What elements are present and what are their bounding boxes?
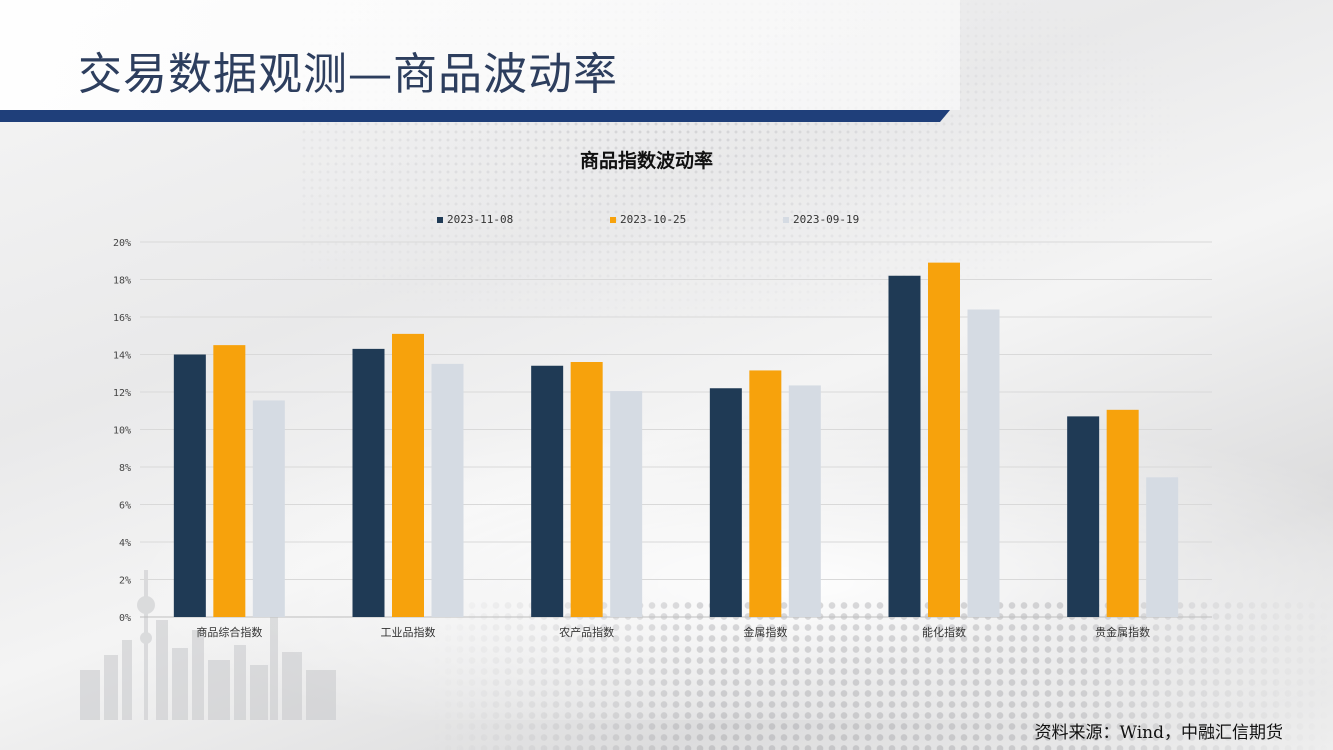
x-tick-label: 贵金属指数 bbox=[1095, 625, 1150, 639]
legend-swatch-series-3 bbox=[783, 216, 789, 223]
bar-series-3 bbox=[1146, 477, 1179, 617]
source-note: 资料来源：Wind，中融汇信期货 bbox=[1034, 723, 1283, 743]
bar-series-1 bbox=[888, 275, 921, 617]
bar-series-2 bbox=[213, 345, 246, 617]
legend-label-series-1: 2023-11-08 bbox=[447, 213, 514, 226]
x-tick-label: 能化指数 bbox=[922, 625, 966, 639]
legend-item-series-3: 2023-09-19 bbox=[783, 213, 859, 226]
y-tick-label: 2% bbox=[119, 576, 131, 587]
bar-series-2 bbox=[928, 262, 960, 617]
y-tick-label: 18% bbox=[113, 276, 131, 287]
title-underline-bar bbox=[0, 110, 950, 122]
bar-series-2 bbox=[1106, 409, 1139, 617]
y-tick-label: 14% bbox=[113, 351, 131, 362]
bar-series-2 bbox=[749, 370, 782, 617]
legend-swatch-series-2 bbox=[610, 216, 616, 223]
bar-series-1 bbox=[531, 365, 564, 617]
bar-series-1 bbox=[352, 348, 385, 617]
y-tick-label: 0% bbox=[119, 613, 131, 624]
header-band bbox=[0, 0, 960, 110]
x-tick-label: 金属指数 bbox=[743, 625, 787, 639]
bar-series-2 bbox=[392, 333, 424, 617]
y-tick-label: 12% bbox=[113, 388, 131, 399]
chart-title: 商品指数波动率 bbox=[579, 150, 713, 172]
y-tick-label: 8% bbox=[119, 463, 131, 474]
x-tick-label: 农产品指数 bbox=[559, 625, 614, 639]
bar-series-3 bbox=[431, 363, 464, 617]
y-tick-label: 4% bbox=[119, 538, 131, 549]
y-tick-label: 6% bbox=[119, 501, 131, 512]
hexagon-pattern bbox=[430, 600, 1333, 750]
bar-series-2 bbox=[570, 362, 603, 617]
chart-legend: 2023-11-08 2023-10-25 2023-09-19 bbox=[0, 213, 1333, 233]
y-tick-label: 16% bbox=[113, 313, 131, 324]
bar-series-3 bbox=[610, 391, 643, 617]
bar-series-1 bbox=[173, 354, 206, 617]
y-tick-label: 10% bbox=[113, 426, 131, 437]
legend-label-series-2: 2023-10-25 bbox=[620, 213, 687, 226]
page-title: 交易数据观测—商品波动率 bbox=[78, 49, 618, 100]
legend-swatch-series-1 bbox=[437, 216, 443, 223]
legend-label-series-3: 2023-09-19 bbox=[793, 213, 860, 226]
bar-series-3 bbox=[788, 385, 821, 617]
legend-item-series-1: 2023-11-08 bbox=[437, 213, 513, 226]
y-tick-label: 20% bbox=[113, 238, 131, 249]
legend-item-series-2: 2023-10-25 bbox=[610, 213, 686, 226]
x-tick-label: 商品综合指数 bbox=[196, 625, 262, 639]
bar-series-3 bbox=[252, 400, 285, 617]
x-tick-label: 工业品指数 bbox=[381, 625, 436, 639]
bar-series-3 bbox=[967, 309, 1000, 617]
bar-series-1 bbox=[709, 388, 742, 617]
bar-series-1 bbox=[1067, 416, 1100, 617]
city-skyline-image bbox=[80, 570, 336, 720]
